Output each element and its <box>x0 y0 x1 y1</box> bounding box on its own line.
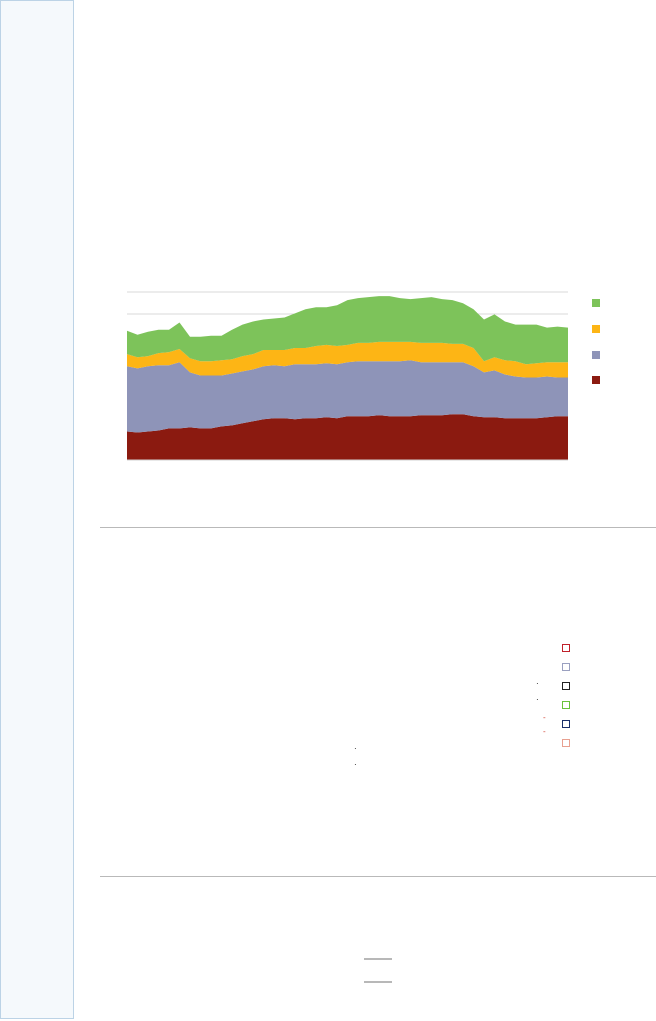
legend-box-2 <box>562 663 570 671</box>
legend-box-6 <box>562 739 570 747</box>
legend-swatch-1 <box>592 299 600 307</box>
legend-box-4 <box>562 701 570 709</box>
section-divider-2 <box>100 876 656 877</box>
stacked-area-chart <box>127 291 568 461</box>
point-mark: · <box>536 679 539 688</box>
area-series-2 <box>127 360 568 433</box>
legend-line-1 <box>364 958 392 960</box>
point-mark: · <box>536 695 539 704</box>
legend-box-1 <box>562 644 570 652</box>
legend-swatch-2 <box>592 325 600 333</box>
area-series <box>127 296 568 460</box>
point-mark: - <box>543 713 546 722</box>
area-series-1 <box>127 414 568 460</box>
point-mark: · <box>354 744 357 753</box>
point-mark: · <box>354 760 357 769</box>
point-mark: - <box>543 727 546 736</box>
legend-box-5 <box>562 720 570 728</box>
area-series-4 <box>127 296 568 365</box>
legend-swatch-3 <box>592 351 600 359</box>
sidebar-panel <box>0 0 74 1019</box>
section-divider-1 <box>100 527 656 528</box>
area-series-3 <box>127 341 568 378</box>
legend-box-3 <box>562 682 570 690</box>
legend-line-2 <box>364 981 392 983</box>
legend-swatch-4 <box>592 376 600 384</box>
